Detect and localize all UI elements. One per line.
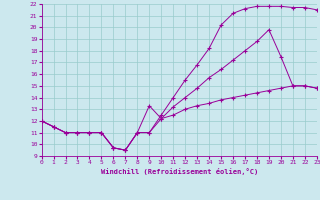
X-axis label: Windchill (Refroidissement éolien,°C): Windchill (Refroidissement éolien,°C) <box>100 168 258 175</box>
